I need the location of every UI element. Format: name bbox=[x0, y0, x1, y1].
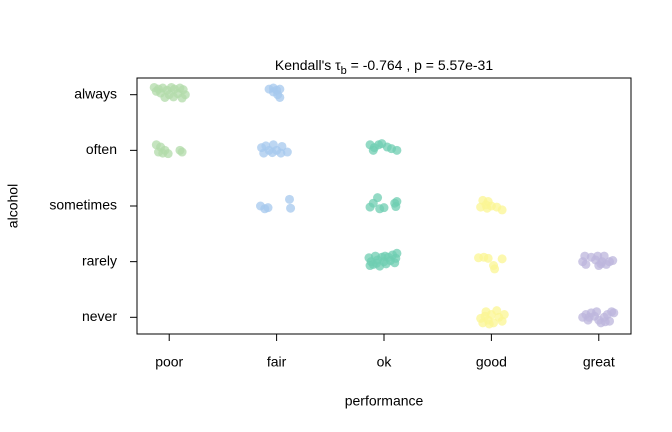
y-tick-label: rarely bbox=[82, 252, 117, 268]
point bbox=[373, 193, 383, 203]
title-text: Kendall's τ bbox=[275, 57, 341, 73]
point bbox=[484, 319, 494, 329]
point bbox=[259, 148, 269, 158]
point bbox=[268, 87, 278, 97]
x-axis-label: performance bbox=[345, 393, 424, 409]
y-tick-label: never bbox=[82, 308, 117, 324]
title-subscript: b bbox=[341, 65, 347, 77]
point bbox=[284, 194, 294, 204]
point bbox=[483, 253, 493, 263]
point bbox=[599, 251, 609, 261]
point bbox=[151, 86, 161, 96]
x-tick-label: fair bbox=[267, 354, 287, 370]
y-axis-label: alcohol bbox=[5, 184, 21, 228]
point bbox=[392, 248, 402, 258]
point bbox=[379, 203, 389, 213]
point bbox=[160, 92, 170, 102]
point bbox=[480, 311, 490, 321]
point bbox=[268, 140, 278, 150]
point bbox=[380, 251, 390, 261]
point bbox=[592, 307, 602, 317]
point bbox=[391, 202, 401, 212]
x-tick-label: great bbox=[583, 354, 615, 370]
point bbox=[275, 92, 285, 102]
point bbox=[600, 317, 610, 327]
y-tick-label: sometimes bbox=[49, 197, 117, 213]
point bbox=[263, 203, 273, 213]
chart-title: Kendall's τb = -0.764 , p = 5.57e-31 bbox=[275, 57, 493, 77]
point bbox=[392, 145, 402, 155]
point bbox=[365, 202, 375, 212]
y-tick-label: often bbox=[86, 141, 117, 157]
x-tick-label: good bbox=[476, 354, 507, 370]
point bbox=[277, 141, 287, 151]
title-text: = -0.764 , p = 5.57e-31 bbox=[347, 57, 494, 73]
point bbox=[286, 203, 296, 213]
x-tick-label: poor bbox=[155, 354, 183, 370]
y-tick-label: always bbox=[74, 85, 117, 101]
point bbox=[368, 145, 378, 155]
point bbox=[158, 148, 168, 158]
point bbox=[180, 90, 190, 100]
point bbox=[584, 312, 594, 322]
point bbox=[177, 147, 187, 157]
point bbox=[609, 308, 619, 318]
x-tick-label: ok bbox=[377, 354, 393, 370]
point bbox=[497, 254, 507, 264]
point bbox=[596, 259, 606, 269]
point bbox=[608, 256, 618, 266]
point bbox=[581, 259, 591, 269]
point bbox=[490, 264, 500, 274]
point bbox=[497, 205, 507, 215]
point bbox=[282, 147, 292, 157]
point bbox=[593, 251, 603, 261]
point bbox=[365, 261, 375, 271]
point bbox=[499, 310, 509, 320]
